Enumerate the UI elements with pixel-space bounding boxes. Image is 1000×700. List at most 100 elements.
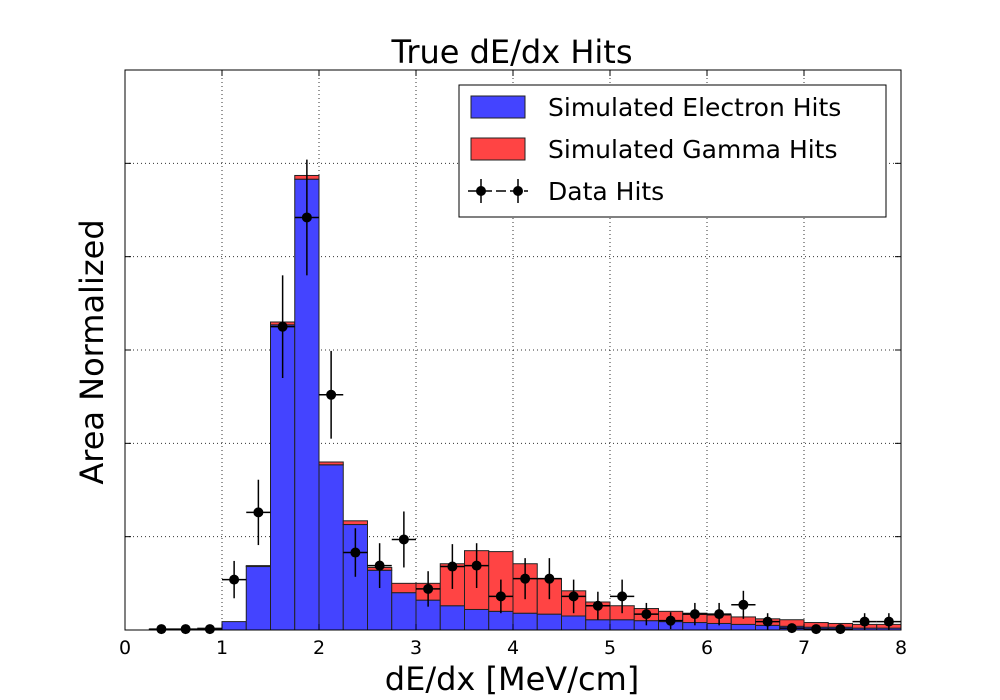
electron-bar <box>585 619 611 631</box>
data-marker <box>883 616 894 627</box>
data-point <box>270 275 295 378</box>
data-point <box>876 613 901 630</box>
data-marker <box>665 615 676 626</box>
electron-bar <box>439 605 465 631</box>
data-marker <box>568 591 579 602</box>
data-marker <box>641 609 652 620</box>
x-tick-label: 1 <box>216 637 228 659</box>
legend-label-gamma: Simulated Gamma Hits <box>548 135 838 164</box>
data-marker <box>520 573 531 584</box>
data-point <box>319 350 344 439</box>
data-marker <box>326 389 337 400</box>
data-marker <box>689 609 700 620</box>
electron-bar <box>464 608 490 631</box>
data-point <box>246 479 271 546</box>
legend-label-data: Data Hits <box>548 177 664 206</box>
axis-ticks: 0 1 2 3 4 5 6 7 8 <box>119 70 907 659</box>
data-point <box>197 624 222 635</box>
data-marker <box>835 624 846 635</box>
data-marker <box>423 583 434 594</box>
data-marker <box>180 624 191 635</box>
data-point <box>537 558 562 600</box>
data-point <box>343 528 368 577</box>
data-point <box>731 590 756 619</box>
x-tick-label: 8 <box>895 637 907 659</box>
legend: Simulated Electron Hits Simulated Gamma … <box>458 84 887 218</box>
legend-marker-data <box>468 179 528 203</box>
electron-bar <box>245 566 271 631</box>
data-marker <box>277 321 288 332</box>
x-axis-label: dE/dx [MeV/cm] <box>385 660 639 698</box>
data-marker <box>811 624 822 635</box>
electron-bar <box>488 610 514 631</box>
data-point <box>755 613 780 630</box>
data-point <box>634 602 659 626</box>
data-point <box>440 544 465 589</box>
data-marker <box>714 609 725 620</box>
data-marker <box>301 212 312 223</box>
data-marker <box>398 534 409 545</box>
data-point <box>416 571 441 607</box>
data-marker <box>617 591 628 602</box>
data-point <box>173 624 198 635</box>
data-marker <box>495 591 506 602</box>
electron-bar <box>561 615 587 631</box>
legend-frame <box>458 84 887 218</box>
data-marker <box>544 573 555 584</box>
data-points <box>149 159 901 635</box>
data-point <box>513 558 538 600</box>
y-axis-label: Area Normalized <box>73 219 111 484</box>
data-point <box>658 612 683 630</box>
data-marker <box>447 561 458 572</box>
electron-bar <box>536 613 562 631</box>
data-marker <box>156 624 167 635</box>
data-point <box>222 560 247 599</box>
x-tick-label: 2 <box>313 637 325 659</box>
x-tick-label: 6 <box>701 637 713 659</box>
data-point <box>707 602 732 626</box>
data-point <box>488 579 513 614</box>
data-marker <box>738 599 749 610</box>
data-point <box>828 624 853 635</box>
electron-bar <box>609 619 635 631</box>
electron-bar <box>730 623 756 631</box>
data-point <box>367 543 392 588</box>
data-point <box>391 511 416 568</box>
x-tick-label: 4 <box>507 637 519 659</box>
x-tick-label: 7 <box>798 637 810 659</box>
data-point <box>804 624 829 635</box>
data-point <box>779 623 804 634</box>
gamma-bar <box>318 461 344 466</box>
data-point <box>852 613 877 630</box>
grid <box>125 70 901 630</box>
electron-bar <box>221 621 247 631</box>
electron-bar <box>391 592 417 631</box>
data-point <box>149 624 174 635</box>
chart-title: True dE/dx Hits <box>390 33 632 71</box>
data-marker <box>229 574 240 585</box>
data-marker <box>786 623 797 634</box>
data-marker <box>204 624 215 635</box>
gamma-bar <box>391 582 417 594</box>
data-marker <box>374 560 385 571</box>
x-tick-label: 5 <box>604 637 616 659</box>
data-point <box>585 591 610 620</box>
x-tick-label: 0 <box>119 637 131 659</box>
data-marker <box>350 547 361 558</box>
data-marker <box>762 616 773 627</box>
legend-swatch-gamma <box>470 137 526 161</box>
gamma-bar <box>342 520 368 526</box>
data-marker <box>592 600 603 611</box>
x-tick-label: 3 <box>410 637 422 659</box>
data-point <box>294 159 319 276</box>
data-point <box>561 579 586 614</box>
legend-label-electron: Simulated Electron Hits <box>548 93 841 122</box>
gamma-bar <box>245 565 271 568</box>
data-marker <box>471 560 482 571</box>
electron-bar <box>318 464 344 631</box>
data-point <box>610 579 635 614</box>
data-point <box>682 602 707 626</box>
data-marker <box>253 507 264 518</box>
legend-swatch-electron <box>470 95 526 119</box>
